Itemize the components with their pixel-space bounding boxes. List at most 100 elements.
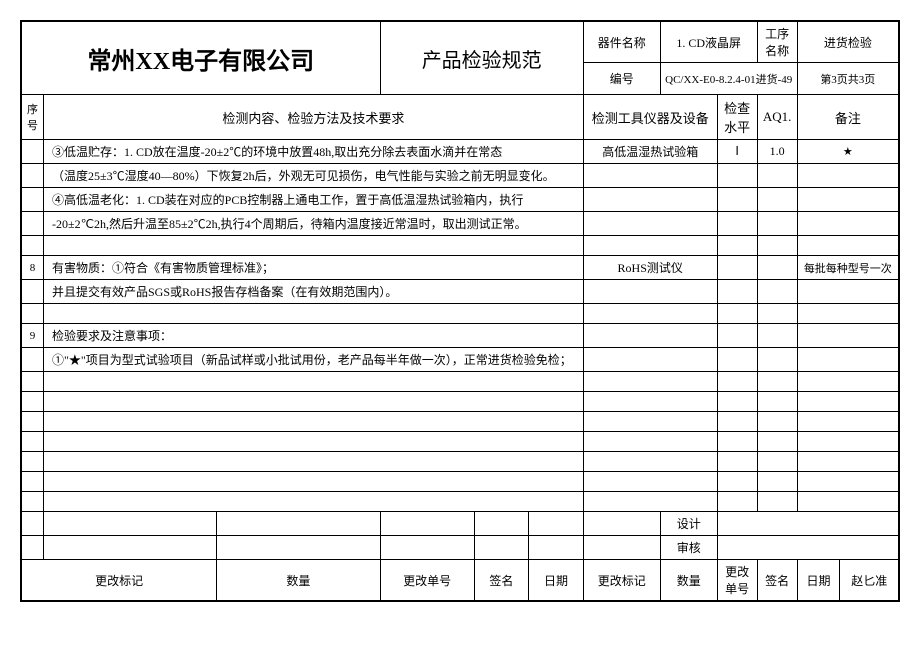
doc-title: 产品检验规范 <box>380 22 583 95</box>
row-level <box>717 280 757 304</box>
col-seq: 序号 <box>22 95 44 140</box>
table-row <box>22 412 899 432</box>
row-tool <box>583 492 717 512</box>
row-remark <box>797 304 898 324</box>
table-row <box>22 304 899 324</box>
row-content <box>44 236 584 256</box>
row-content <box>44 372 584 392</box>
change-mark-2: 更改标记 <box>583 560 660 601</box>
inspection-form: 常州XX电子有限公司 产品检验规范 器件名称 1. CD液晶屏 工序名称 进货检… <box>20 20 900 602</box>
row-remark <box>797 348 898 372</box>
row-seq <box>22 164 44 188</box>
row-tool <box>583 432 717 452</box>
row-seq <box>22 348 44 372</box>
table-row <box>22 492 899 512</box>
row-seq: 8 <box>22 256 44 280</box>
row-level <box>717 188 757 212</box>
row-seq <box>22 412 44 432</box>
row-content: 有害物质：①符合《有害物质管理标准》； <box>44 256 584 280</box>
footer-row: 更改标记 数量 更改单号 签名 日期 更改标记 数量 更改单号 签名 日期 赵匕… <box>22 560 899 601</box>
table-row <box>22 432 899 452</box>
row-tool <box>583 452 717 472</box>
row-content <box>44 412 584 432</box>
change-mark-1: 更改标记 <box>22 560 217 601</box>
row-seq <box>22 212 44 236</box>
row-aql <box>757 392 797 412</box>
row-content: ①"★"项目为型式试验项目（新品试样或小批试用份，老产品每半年做一次），正常进货… <box>44 348 584 372</box>
row-remark <box>797 472 898 492</box>
header-row-1: 常州XX电子有限公司 产品检验规范 器件名称 1. CD液晶屏 工序名称 进货检… <box>22 22 899 63</box>
row-aql <box>757 212 797 236</box>
date-1: 日期 <box>529 560 584 601</box>
row-aql <box>757 348 797 372</box>
row-level <box>717 432 757 452</box>
row-seq <box>22 188 44 212</box>
row-remark <box>797 188 898 212</box>
table-row: -20±2℃2h,然后升温至85±2℃2h,执行4个周期后，待箱内温度接近常温时… <box>22 212 899 236</box>
row-remark <box>797 432 898 452</box>
row-aql <box>757 236 797 256</box>
row-aql <box>757 164 797 188</box>
process-name: 进货检验 <box>797 22 898 63</box>
col-remark: 备注 <box>797 95 898 140</box>
row-level <box>717 412 757 432</box>
row-level: Ⅰ <box>717 140 757 164</box>
row-level <box>717 256 757 280</box>
row-seq <box>22 280 44 304</box>
company-name: 常州XX电子有限公司 <box>22 22 381 95</box>
row-aql <box>757 452 797 472</box>
row-aql: 1.0 <box>757 140 797 164</box>
row-aql <box>757 492 797 512</box>
col-content: 检测内容、检验方法及技术要求 <box>44 95 584 140</box>
row-level <box>717 304 757 324</box>
col-aql: AQ1. <box>757 95 797 140</box>
col-level: 检查水平 <box>717 95 757 140</box>
row-aql <box>757 280 797 304</box>
quantity-1: 数量 <box>217 560 380 601</box>
row-aql <box>757 432 797 452</box>
process-name-label: 工序名称 <box>757 22 797 63</box>
row-seq <box>22 140 44 164</box>
signoff-row-review: 审核 <box>22 536 899 560</box>
row-level <box>717 348 757 372</box>
row-content <box>44 472 584 492</box>
row-aql <box>757 472 797 492</box>
change-no-1: 更改单号 <box>380 560 474 601</box>
row-tool <box>583 392 717 412</box>
row-content <box>44 452 584 472</box>
row-aql <box>757 372 797 392</box>
quantity-2: 数量 <box>660 560 717 601</box>
row-tool <box>583 324 717 348</box>
row-aql <box>757 188 797 212</box>
code-value: QC/XX-E0-8.2.4-01进货-49 <box>660 63 797 95</box>
row-remark <box>797 372 898 392</box>
change-no-2: 更改单号 <box>717 560 757 601</box>
table-row: 并且提交有效产品SGS或RoHS报告存档备案（在有效期范围内）。 <box>22 280 899 304</box>
row-tool <box>583 188 717 212</box>
row-remark <box>797 212 898 236</box>
table-row <box>22 372 899 392</box>
row-remark <box>797 452 898 472</box>
row-seq <box>22 392 44 412</box>
row-level <box>717 212 757 236</box>
row-level <box>717 164 757 188</box>
row-tool <box>583 372 717 392</box>
signoff-row-design: 设计 <box>22 512 899 536</box>
row-tool <box>583 280 717 304</box>
row-remark <box>797 236 898 256</box>
row-content: ③低温贮存：1. CD放在温度-20±2℃的环境中放置48h,取出充分除去表面水… <box>44 140 584 164</box>
signature-2: 签名 <box>757 560 797 601</box>
row-seq <box>22 304 44 324</box>
table-row: 9检验要求及注意事项： <box>22 324 899 348</box>
row-tool <box>583 236 717 256</box>
date-2: 日期 <box>797 560 840 601</box>
row-tool: RoHS测试仪 <box>583 256 717 280</box>
row-content <box>44 392 584 412</box>
row-remark <box>797 392 898 412</box>
row-content: -20±2℃2h,然后升温至85±2℃2h,执行4个周期后，待箱内温度接近常温时… <box>44 212 584 236</box>
row-seq: 9 <box>22 324 44 348</box>
column-header-row: 序号 检测内容、检验方法及技术要求 检测工具仪器及设备 检查水平 AQ1. 备注 <box>22 95 899 140</box>
row-level <box>717 452 757 472</box>
review-label: 审核 <box>660 536 717 560</box>
col-tool: 检测工具仪器及设备 <box>583 95 717 140</box>
